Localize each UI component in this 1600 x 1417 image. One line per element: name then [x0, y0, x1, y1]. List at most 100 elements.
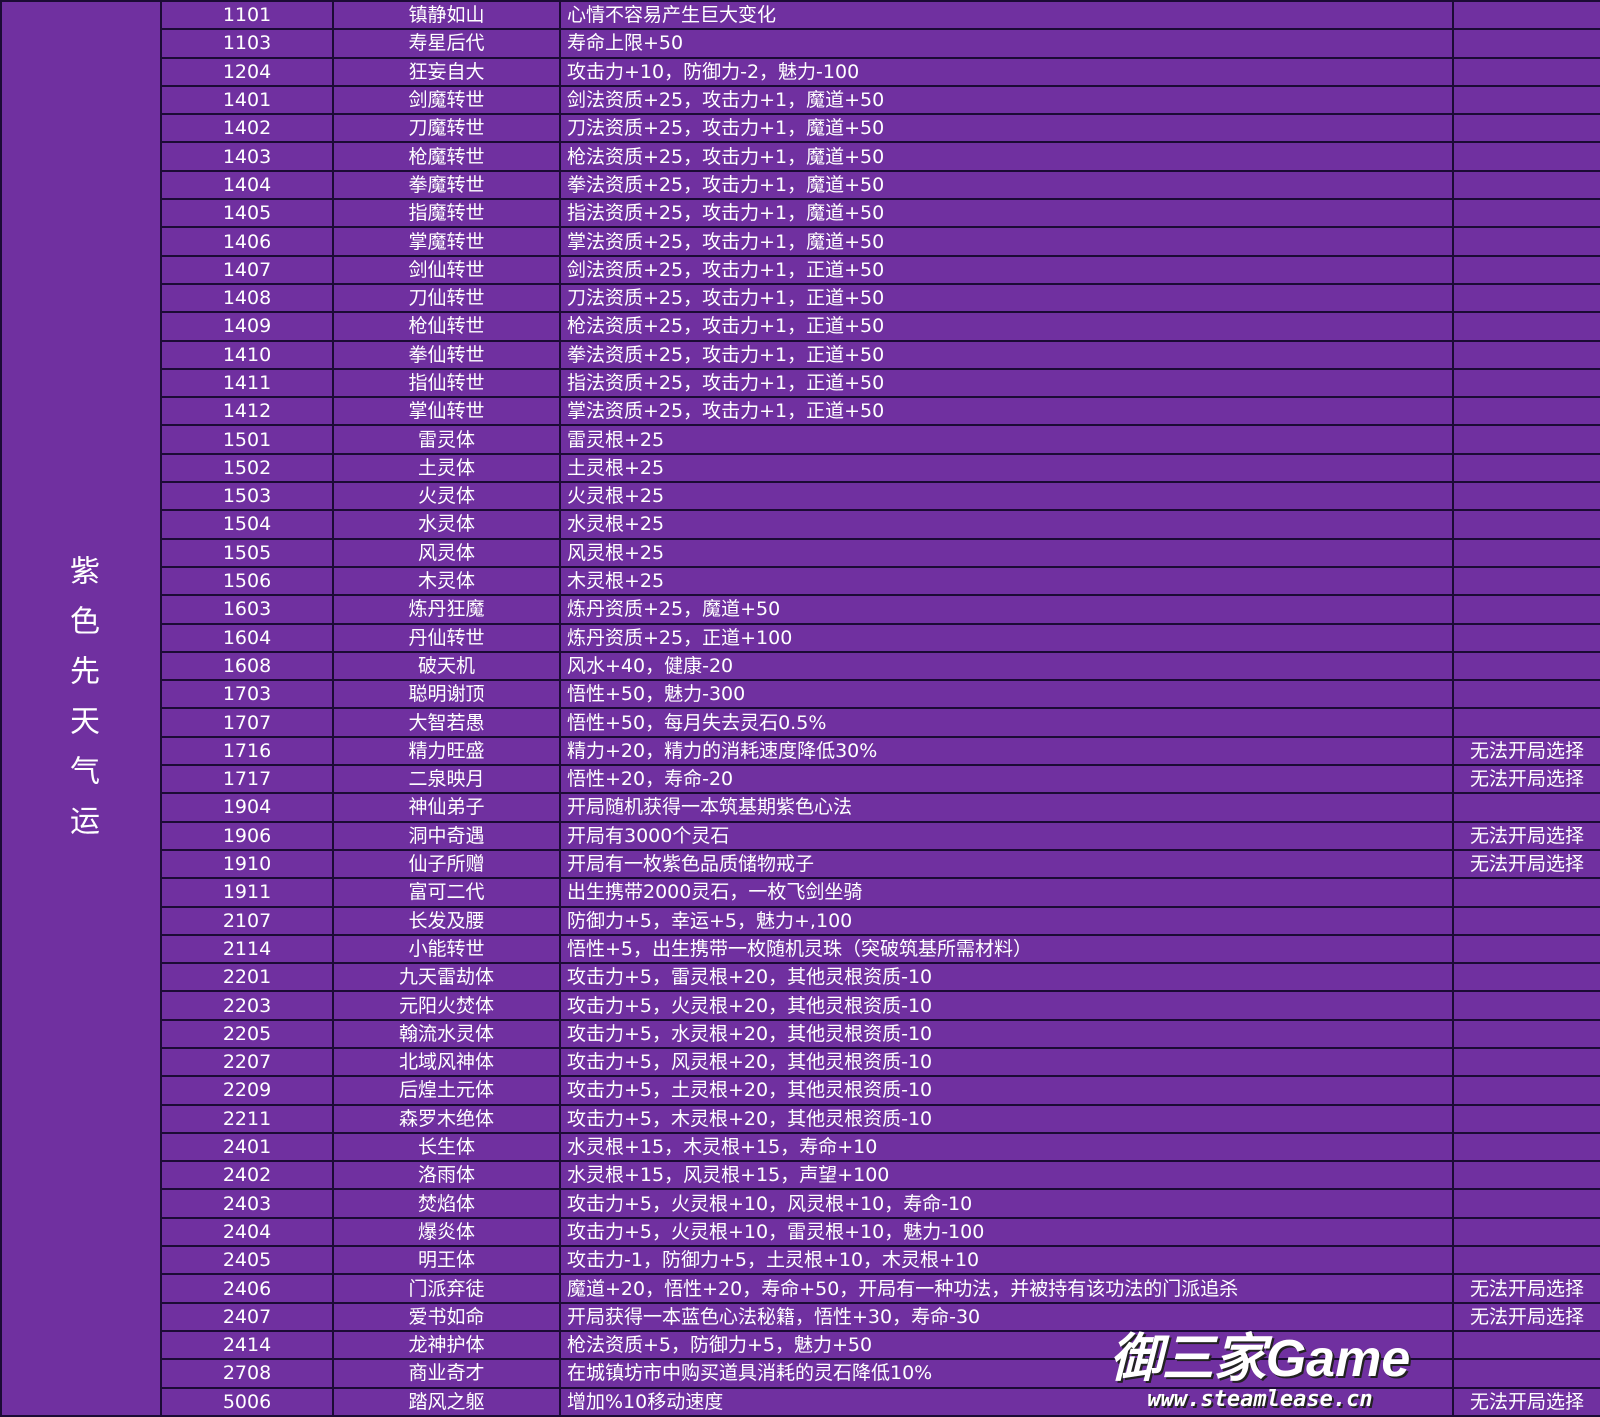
- talent-name: 掌仙转世: [332, 396, 561, 427]
- talent-id: 5006: [160, 1386, 334, 1417]
- table-row: 2708 商业奇才 在城镇坊市中购买道具消耗的灵石降低10%: [1, 1358, 1600, 1389]
- talent-effect: 指法资质+25，攻击力+1，正道+50: [559, 367, 1454, 399]
- talent-note: [1452, 933, 1600, 965]
- talent-id: 2401: [160, 1131, 334, 1163]
- talent-effect: 攻击力+5，火灵根+10，风灵根+10，寿命-10: [559, 1188, 1454, 1219]
- table-row: 1404 拳魔转世 拳法资质+25，攻击力+1，魔道+50: [1, 169, 1600, 201]
- talent-name: 枪魔转世: [332, 141, 561, 172]
- talent-id: 1506: [160, 565, 334, 597]
- talent-effect: 攻击力+5，木灵根+20，其他灵根资质-10: [559, 1103, 1454, 1134]
- talent-note: 无法开局选择: [1452, 820, 1600, 851]
- talent-name: 丹仙转世: [332, 622, 561, 653]
- talent-note: [1452, 594, 1600, 625]
- talent-name: 寿星后代: [332, 28, 561, 59]
- talent-note: [1452, 169, 1600, 201]
- talent-name: 长生体: [332, 1131, 561, 1163]
- talent-name: 狂妄自大: [332, 56, 561, 87]
- talent-id: 1407: [160, 254, 334, 285]
- talent-note: 无法开局选择: [1452, 1386, 1600, 1417]
- talent-id: 1405: [160, 198, 334, 229]
- talent-effect: 剑法资质+25，攻击力+1，正道+50: [559, 254, 1454, 285]
- talent-effect: 防御力+5，幸运+5，魅力+,100: [559, 905, 1454, 936]
- talent-name: 拳仙转世: [332, 339, 561, 370]
- table-row: 1505 风灵体 风灵根+25: [1, 537, 1600, 568]
- talent-name: 精力旺盛: [332, 735, 561, 767]
- talent-id: 1404: [160, 169, 334, 201]
- talent-name: 元阳火焚体: [332, 990, 561, 1021]
- talent-id: 1410: [160, 339, 334, 370]
- talent-name: 富可二代: [332, 877, 561, 908]
- category-label: 紫色先天气运: [64, 554, 99, 855]
- talent-id: 2404: [160, 1216, 334, 1248]
- talent-note: 无法开局选择: [1452, 1273, 1600, 1304]
- talent-id: 2708: [160, 1358, 334, 1389]
- talent-name: 仙子所赠: [332, 848, 561, 880]
- talent-id: 2405: [160, 1245, 334, 1276]
- talent-effect: 攻击力+10，防御力-2，魅力-100: [559, 56, 1454, 87]
- talent-effect: 风灵根+25: [559, 537, 1454, 568]
- table-row: 1412 掌仙转世 掌法资质+25，攻击力+1，正道+50: [1, 396, 1600, 427]
- talent-name: 森罗木绝体: [332, 1103, 561, 1134]
- talent-id: 1904: [160, 792, 334, 823]
- talent-effect: 木灵根+25: [559, 565, 1454, 597]
- talent-id: 1505: [160, 537, 334, 568]
- talent-effect: 水灵根+15，木灵根+15，寿命+10: [559, 1131, 1454, 1163]
- talent-id: 1717: [160, 764, 334, 795]
- talent-id: 1401: [160, 84, 334, 116]
- table-row: 2107 长发及腰 防御力+5，幸运+5，魅力+,100: [1, 905, 1600, 936]
- talent-name: 木灵体: [332, 565, 561, 597]
- talent-id: 1502: [160, 452, 334, 484]
- table-row: 1717 二泉映月 悟性+20，寿命-20 无法开局选择: [1, 764, 1600, 795]
- table-row: 1405 指魔转世 指法资质+25，攻击力+1，魔道+50: [1, 198, 1600, 229]
- talent-note: [1452, 311, 1600, 342]
- talent-effect: 开局有3000个灵石: [559, 820, 1454, 851]
- talent-name: 龙神护体: [332, 1329, 561, 1361]
- talent-effect: 水灵根+15，风灵根+15，声望+100: [559, 1160, 1454, 1191]
- talent-note: [1452, 339, 1600, 370]
- table-row: 1603 炼丹狂魔 炼丹资质+25，魔道+50: [1, 594, 1600, 625]
- table-row: 1506 木灵体 木灵根+25: [1, 565, 1600, 597]
- talent-effect: 炼丹资质+25，正道+100: [559, 622, 1454, 653]
- talent-effect: 出生携带2000灵石，一枚飞剑坐骑: [559, 877, 1454, 908]
- table-row: 2402 洛雨体 水灵根+15，风灵根+15，声望+100: [1, 1160, 1600, 1191]
- talent-effect: 刀法资质+25，攻击力+1，正道+50: [559, 282, 1454, 314]
- talent-effect: 攻击力+5，火灵根+10，雷灵根+10，魅力-100: [559, 1216, 1454, 1248]
- talent-name: 明王体: [332, 1245, 561, 1276]
- talent-name: 炼丹狂魔: [332, 594, 561, 625]
- talent-id: 2209: [160, 1075, 334, 1106]
- talent-note: [1452, 905, 1600, 936]
- talent-name: 指仙转世: [332, 367, 561, 399]
- talent-id: 2403: [160, 1188, 334, 1219]
- table-row: 2207 北域风神体 攻击力+5，风灵根+20，其他灵根资质-10: [1, 1046, 1600, 1078]
- talent-id: 2407: [160, 1301, 334, 1332]
- talent-note: [1452, 1216, 1600, 1248]
- talent-note: [1452, 962, 1600, 993]
- talent-note: [1452, 424, 1600, 455]
- table-row: 2211 森罗木绝体 攻击力+5，木灵根+20，其他灵根资质-10: [1, 1103, 1600, 1134]
- talent-note: 无法开局选择: [1452, 764, 1600, 795]
- table-row: 2405 明王体 攻击力-1，防御力+5，土灵根+10，木灵根+10: [1, 1245, 1600, 1276]
- talent-note: [1452, 396, 1600, 427]
- talent-id: 2211: [160, 1103, 334, 1134]
- talent-id: 1716: [160, 735, 334, 767]
- talent-name: 洛雨体: [332, 1160, 561, 1191]
- talent-note: [1452, 877, 1600, 908]
- talent-effect: 刀法资质+25，攻击力+1，魔道+50: [559, 113, 1454, 144]
- talent-id: 1906: [160, 820, 334, 851]
- talent-effect: 掌法资质+25，攻击力+1，魔道+50: [559, 226, 1454, 257]
- table-row: 1204 狂妄自大 攻击力+10，防御力-2，魅力-100: [1, 56, 1600, 87]
- talent-effect: 精力+20，精力的消耗速度降低30%: [559, 735, 1454, 767]
- talent-note: [1452, 792, 1600, 823]
- talent-id: 1501: [160, 424, 334, 455]
- table-row: 1503 火灵体 火灵根+25: [1, 481, 1600, 512]
- talent-effect: 攻击力+5，水灵根+20，其他灵根资质-10: [559, 1018, 1454, 1049]
- talent-note: [1452, 0, 1600, 31]
- talent-name: 爆炎体: [332, 1216, 561, 1248]
- talent-note: [1452, 282, 1600, 314]
- table-row: 2209 后煌土元体 攻击力+5，土灵根+20，其他灵根资质-10: [1, 1075, 1600, 1106]
- talent-name: 水灵体: [332, 509, 561, 540]
- talent-effect: 悟性+5，出生携带一枚随机灵珠（突破筑基所需材料）: [559, 933, 1454, 965]
- table-row: 1502 土灵体 土灵根+25: [1, 452, 1600, 484]
- talent-name: 火灵体: [332, 481, 561, 512]
